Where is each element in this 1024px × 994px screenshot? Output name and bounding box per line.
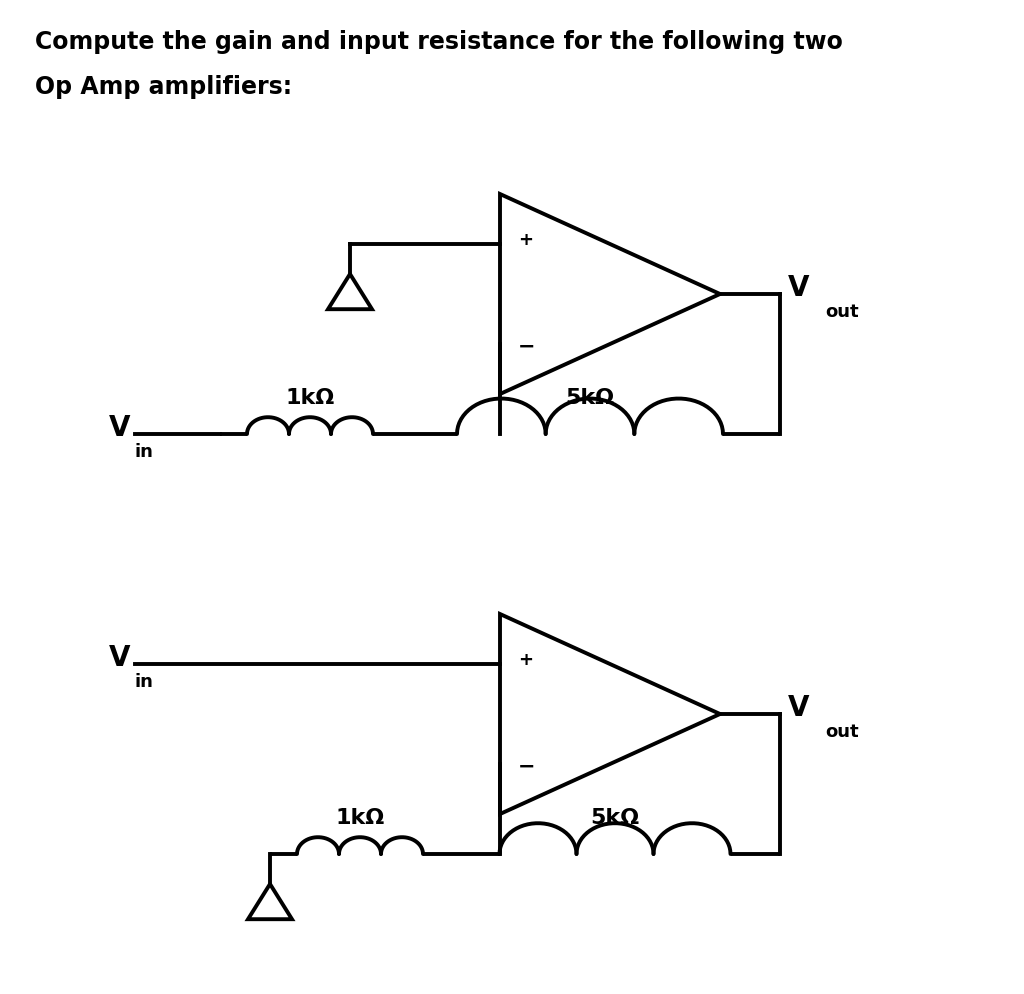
Text: out: out <box>825 723 859 741</box>
Text: +: + <box>518 231 534 248</box>
Text: Op Amp amplifiers:: Op Amp amplifiers: <box>35 75 292 98</box>
Text: 5kΩ: 5kΩ <box>591 807 640 827</box>
Text: −: − <box>518 337 536 357</box>
Text: +: + <box>518 650 534 668</box>
Text: V: V <box>788 273 810 302</box>
Text: 1kΩ: 1kΩ <box>336 807 385 827</box>
Text: in: in <box>135 442 154 460</box>
Text: Compute the gain and input resistance for the following two: Compute the gain and input resistance fo… <box>35 30 843 54</box>
Text: V: V <box>788 693 810 722</box>
Text: V: V <box>109 414 130 441</box>
Text: out: out <box>825 303 859 321</box>
Text: 5kΩ: 5kΩ <box>565 388 614 408</box>
Text: V: V <box>109 643 130 671</box>
Text: −: − <box>518 756 536 776</box>
Text: in: in <box>135 672 154 690</box>
Text: 1kΩ: 1kΩ <box>286 388 335 408</box>
